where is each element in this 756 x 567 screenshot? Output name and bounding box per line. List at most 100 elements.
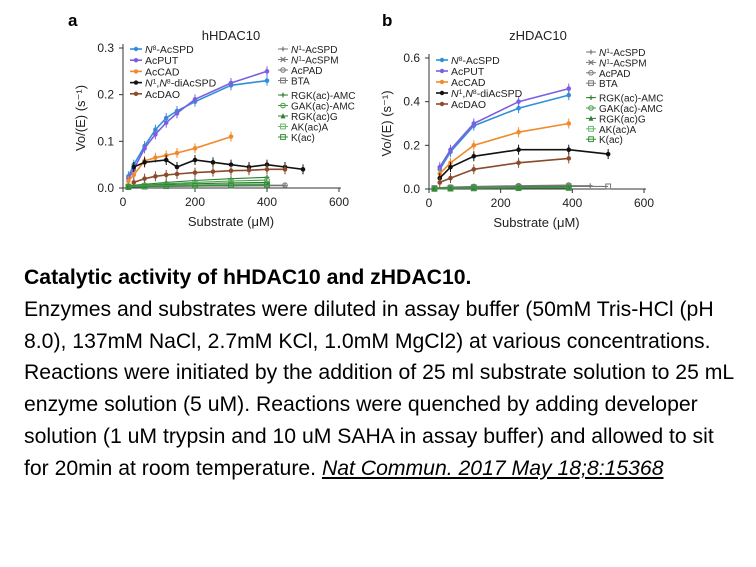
legend-label: BTA <box>599 79 618 90</box>
data-point <box>142 160 147 165</box>
data-point <box>142 176 147 181</box>
x-tick-label: 600 <box>634 196 654 210</box>
legend-label: AcPAD <box>599 69 631 80</box>
legend-marker <box>133 69 139 74</box>
y-tick-label: 0.3 <box>97 41 114 55</box>
data-point <box>431 185 438 192</box>
legend-marker <box>588 125 594 132</box>
chart-panel-a: a hHDAC10 0.0 0.1 0.2 0.3 0 200 400 600 Substrate … <box>68 11 355 229</box>
y-tick-label: 0.6 <box>403 51 420 65</box>
data-point <box>566 156 572 161</box>
data-point <box>174 171 180 177</box>
x-axis-label: Substrate (μM) <box>188 214 274 229</box>
x-tick-label: 0 <box>120 195 127 209</box>
legend-marker <box>280 123 286 130</box>
citation-link[interactable]: Nat Commun. 2017 May 18;8:15368 <box>321 456 664 480</box>
data-point <box>163 120 169 125</box>
data-point <box>605 151 611 157</box>
data-point <box>437 164 443 170</box>
y-axis-label: Vo/(E) (s⁻¹) <box>73 85 88 151</box>
figure-caption: Catalytic activity of hHDAC10 and zHDAC1… <box>24 262 744 485</box>
legend-label: AK(ac)A <box>599 125 637 136</box>
data-point <box>264 167 270 172</box>
legend-label: K(ac) <box>599 135 623 146</box>
legend-marker <box>280 134 286 140</box>
data-point <box>566 147 572 152</box>
series-line <box>439 122 569 175</box>
data-point <box>282 167 288 172</box>
series-k-ac <box>431 185 572 192</box>
data-point <box>565 185 572 191</box>
data-point <box>192 157 198 163</box>
x-tick-label: 0 <box>426 196 433 210</box>
caption-title: Catalytic activity of hHDAC10 and zHDAC1… <box>24 266 472 289</box>
data-point <box>228 162 234 167</box>
data-point <box>153 174 158 179</box>
series-acdao <box>437 153 572 188</box>
data-point <box>174 150 180 156</box>
legend-marker <box>439 101 445 107</box>
data-point <box>192 182 198 189</box>
data-point <box>605 183 612 190</box>
legend-label: AcDAO <box>451 99 486 111</box>
legend-label: N1,N8-diAcSPD <box>145 78 217 90</box>
legend-label: GAK(ac)-AMC <box>291 102 355 113</box>
data-point <box>126 178 131 184</box>
series-line <box>133 159 304 171</box>
data-point <box>282 182 288 188</box>
data-point <box>125 184 132 190</box>
legend-marker <box>280 46 286 52</box>
data-point <box>153 155 158 160</box>
data-point <box>126 183 131 189</box>
legend-label: RGK(ac)G <box>599 114 646 125</box>
data-point <box>141 183 148 190</box>
data-point <box>228 168 234 174</box>
legend-marker <box>588 70 594 76</box>
legend-label: AcPAD <box>291 66 323 77</box>
legend-marker <box>588 49 594 55</box>
series-line <box>127 135 232 182</box>
data-point <box>210 160 216 165</box>
legend-label: K(ac) <box>291 133 315 144</box>
data-point <box>516 99 521 104</box>
y-tick-label: 0.1 <box>97 134 114 148</box>
legend-marker <box>588 105 594 111</box>
panel-label: a <box>68 11 78 30</box>
legend-marker <box>588 59 594 66</box>
legend-label: AcPUT <box>145 55 179 67</box>
data-point <box>566 121 572 126</box>
panel-label: b <box>382 11 392 30</box>
legend-marker <box>588 95 594 100</box>
series-accad <box>437 118 572 179</box>
data-point <box>515 185 522 192</box>
y-tick-label: 0.4 <box>403 95 420 109</box>
data-point <box>163 157 169 163</box>
series-line <box>434 187 569 190</box>
legend-label: N1-AcSPM <box>599 58 647 70</box>
series-line <box>439 157 569 184</box>
legend-label: GAK(ac)-AMC <box>599 104 663 115</box>
data-point <box>448 175 453 181</box>
data-point <box>447 185 454 192</box>
series-n1-n8-diacspd <box>131 155 306 175</box>
data-point <box>300 167 306 172</box>
legend-marker <box>439 68 445 74</box>
data-point <box>153 132 158 137</box>
legend-marker <box>280 56 286 63</box>
legend-marker <box>439 79 445 85</box>
x-axis-label: Substrate (μM) <box>493 215 579 230</box>
data-point <box>516 129 521 135</box>
data-point <box>431 185 437 191</box>
data-point <box>516 105 521 111</box>
series-k-ac <box>125 181 270 190</box>
series-accad <box>126 131 234 186</box>
chart-title: zHDAC10 <box>509 28 567 43</box>
legend-label: N1-AcSPM <box>291 55 339 67</box>
y-axis-label: Vo/(E) (s⁻¹) <box>379 90 394 156</box>
data-point <box>192 170 198 175</box>
chart-panel-b: b zHDAC10 0.0 0.2 0.4 0.6 0 200 400 600 Substrate … <box>379 11 663 230</box>
data-point <box>264 69 270 74</box>
legend-marker <box>133 58 139 63</box>
